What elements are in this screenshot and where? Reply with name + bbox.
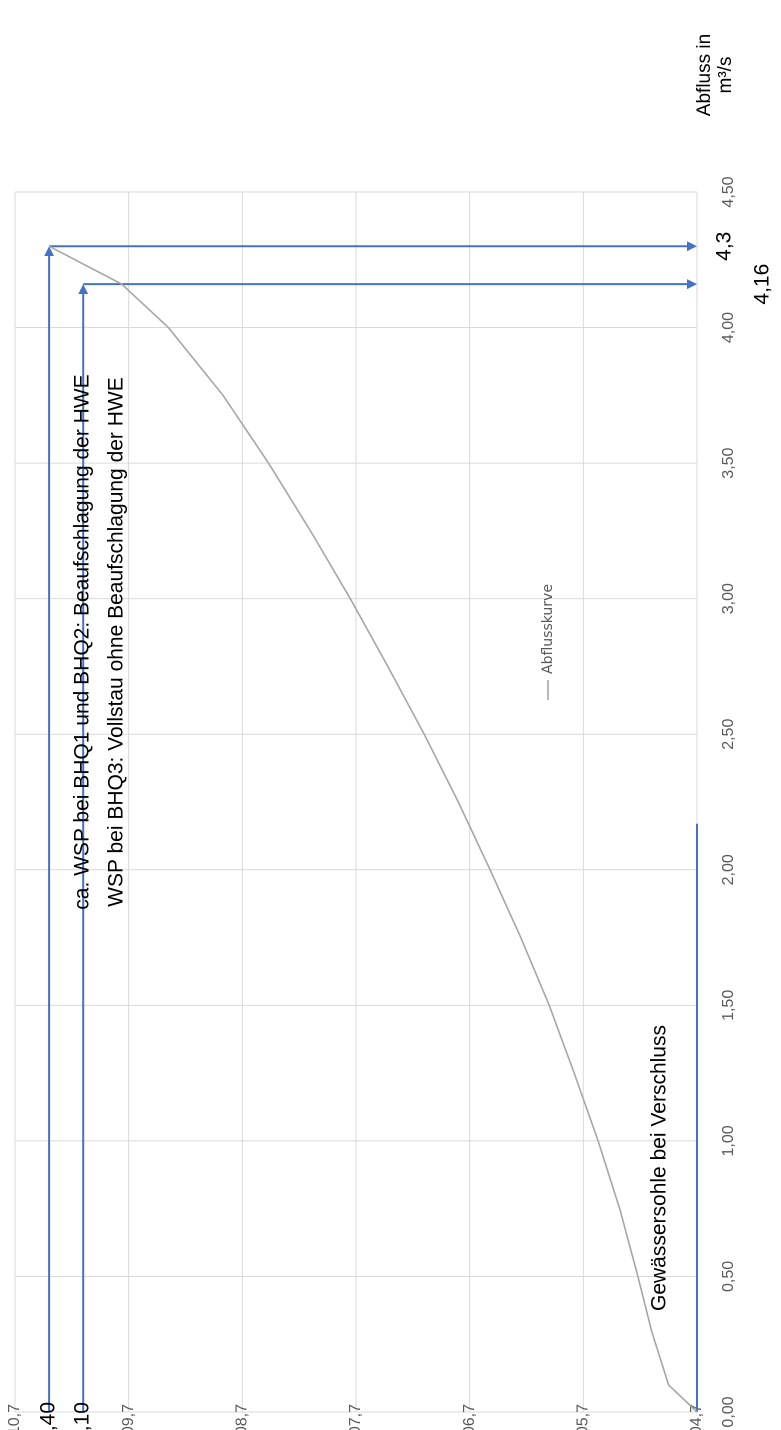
q-tick-label: 0,00 <box>720 1396 737 1427</box>
wsp-tick-label: 504,7 <box>688 1404 705 1430</box>
q-axis-label-line2: m³/s <box>715 57 736 94</box>
riverbed-annotation: Gewässersohle bei Verschluss <box>648 1025 671 1311</box>
q-tick-label: 3,50 <box>720 447 737 478</box>
axis-layer: 0,00 0,50 1,00 1,50 2,00 2,50 3,00 3,50 4,00 4,50… <box>6 176 737 1430</box>
q-tick-label: 4,50 <box>720 176 737 207</box>
q-tick-label: 4,00 <box>720 312 737 343</box>
q-value-label-1: 4,3 <box>713 232 736 261</box>
wsp-value-label-2: 510,10 <box>71 1402 94 1430</box>
q-axis-label-line1: Abfluss in <box>694 34 715 116</box>
q-tick-label: 2,50 <box>720 719 737 750</box>
q-tick-label: 1,00 <box>720 1125 737 1156</box>
q-tick-label: 3,00 <box>720 583 737 614</box>
wsp-value-label-1: 510,40 <box>37 1402 60 1430</box>
reference-label-2: WSP bei BHQ3: Vollstau ohne Beaufschlagu… <box>105 377 128 907</box>
q-tick-label: 0,50 <box>720 1261 737 1292</box>
wsp-tick-label: 509,7 <box>120 1404 137 1430</box>
wsp-tick-label: 505,7 <box>575 1404 592 1430</box>
wsp-tick-label: 508,7 <box>234 1404 251 1430</box>
wsp-tick-label: 507,7 <box>347 1404 364 1430</box>
labels-layer: 510,40 4,3 ca. WSP bei BHQ1 und BHQ2: Beau… <box>37 34 774 1430</box>
legend-label: Abflusskurve <box>540 584 556 674</box>
wsp-tick-label: 510,7 <box>6 1404 23 1430</box>
reference-lines-layer <box>44 241 698 1412</box>
q-value-label-2: 4,16 <box>751 264 774 305</box>
q-tick-label: 2,00 <box>720 854 737 885</box>
reference-label-1: ca. WSP bei BHQ1 und BHQ2: Beaufschlagun… <box>71 374 94 909</box>
q-tick-label: 1,50 <box>720 990 737 1021</box>
wsp-tick-label: 506,7 <box>461 1404 478 1430</box>
abflusskurve-line <box>48 245 698 1413</box>
grid-layer <box>14 191 698 1413</box>
curve-layer <box>48 245 698 1413</box>
